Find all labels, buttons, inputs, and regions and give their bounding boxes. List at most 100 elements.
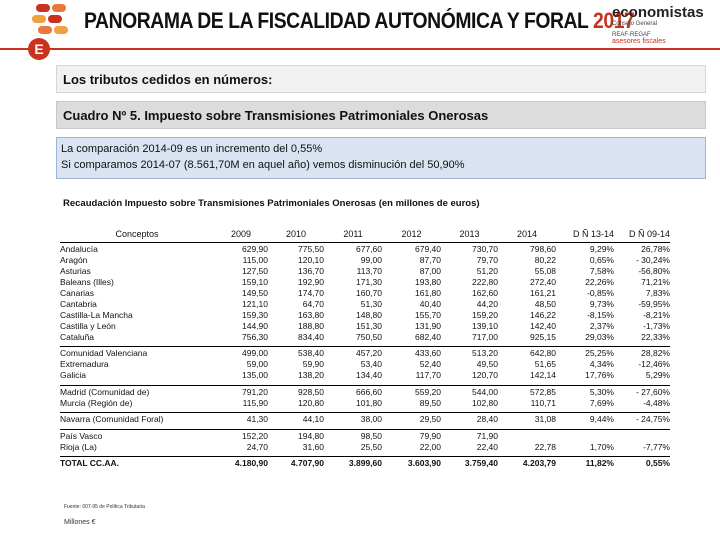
cell-value: 433,60 bbox=[382, 346, 441, 359]
cell-value: 51,20 bbox=[476, 265, 498, 276]
cell-value: 135,00 bbox=[242, 370, 268, 380]
cell-value: 144,90 bbox=[242, 320, 268, 331]
cell-value: 159,30 bbox=[242, 309, 268, 320]
cell-value: 120,10 bbox=[298, 254, 324, 265]
cell-value: -7,77% bbox=[643, 441, 670, 452]
brand-block: economistas Consejo General REAF-REGAF a… bbox=[612, 4, 716, 45]
cell-value: 121,10 bbox=[242, 298, 268, 309]
notes-box: La comparación 2014-09 es un incremento … bbox=[56, 137, 706, 179]
row-label: Aragón bbox=[60, 254, 88, 265]
cell-value: 51,65 bbox=[534, 359, 556, 369]
cell-value: 29,50 bbox=[382, 412, 441, 425]
cell-value: 629,90 bbox=[214, 241, 268, 255]
cell-value: 572,85 bbox=[498, 384, 556, 398]
cell-value: 99,00 bbox=[360, 254, 382, 265]
page-header: PANORAMA DE LA FISCALIDAD AUTONÓMICA Y F… bbox=[0, 0, 720, 48]
section-title: Los tributos cedidos en números: bbox=[63, 72, 273, 87]
cell-value: 89,50 bbox=[419, 397, 441, 408]
cell-value: 677,60 bbox=[324, 241, 382, 255]
cell-value: 52,40 bbox=[419, 359, 441, 369]
note-line-1: La comparación 2014-09 es un incremento … bbox=[61, 143, 323, 155]
cell-value: 24,70 bbox=[246, 441, 268, 452]
cell-value: 194,80 bbox=[268, 428, 324, 442]
cell-value: -1,73% bbox=[643, 320, 670, 331]
cell-value: 87,70 bbox=[419, 254, 441, 265]
cell-value: 98,50 bbox=[324, 428, 382, 442]
cell-value: 28,82% bbox=[614, 346, 670, 359]
cell-value: 7,58% bbox=[589, 265, 614, 276]
cell-value: 7,69% bbox=[589, 397, 614, 408]
cell-value: 29,03% bbox=[585, 331, 614, 342]
brand-sub: Consejo General bbox=[612, 21, 658, 27]
row-label: Castilla-La Mancha bbox=[60, 309, 133, 320]
cell-value: 59,00 bbox=[246, 359, 268, 369]
cell-value: 117,70 bbox=[415, 370, 441, 380]
row-label: Navarra (Comunidad Foral) bbox=[60, 412, 214, 425]
cell-value: 136,70 bbox=[298, 265, 324, 276]
cell-value: 120,70 bbox=[472, 370, 498, 380]
logo-icon bbox=[30, 2, 76, 46]
cell-value: 53,40 bbox=[360, 359, 382, 369]
col-header: 2012 bbox=[401, 229, 422, 240]
cell-value: 162,60 bbox=[472, 287, 498, 298]
cell-value: 756,30 bbox=[242, 331, 268, 342]
cell-value: 457,20 bbox=[324, 346, 382, 359]
cell-value: 155,70 bbox=[415, 309, 441, 320]
table-row: Andalucía 629,90 775,50 677,60 679,40 730,70 7… bbox=[60, 241, 670, 255]
cell-value: 138,20 bbox=[298, 370, 324, 380]
cell-value bbox=[498, 428, 556, 442]
cell-value: 193,80 bbox=[415, 276, 441, 287]
cell-value: 49,50 bbox=[476, 359, 498, 369]
cell-value: 159,10 bbox=[242, 276, 268, 287]
cell-value: 25,25% bbox=[556, 346, 614, 359]
cell-value: 0,55% bbox=[614, 456, 670, 469]
cell-value bbox=[614, 428, 670, 442]
cell-value: -8,15% bbox=[587, 309, 614, 320]
col-header: 2014 bbox=[516, 229, 538, 240]
cell-value: 834,40 bbox=[298, 331, 324, 342]
cell-value: 666,60 bbox=[324, 384, 382, 398]
cell-value: 64,70 bbox=[302, 298, 324, 309]
cell-value: 0,65% bbox=[589, 254, 614, 265]
note-line-2: Si comparamos 2014-07 (8.561,70M en aque… bbox=[61, 159, 465, 171]
cell-value: -56,80% bbox=[638, 265, 670, 276]
table-row: Madrid (Comunidad de) 791,20 928,50 666,60 5… bbox=[60, 384, 670, 398]
cell-value bbox=[556, 428, 614, 442]
cell-value: 188,80 bbox=[298, 320, 324, 331]
row-label: Extremadura bbox=[60, 359, 109, 369]
cell-value: 51,30 bbox=[360, 298, 382, 309]
table-row: Baleans (Illes) 159,10 192,90 171,30 193,80 2… bbox=[60, 277, 670, 288]
cell-value: 9,73% bbox=[589, 298, 614, 309]
cell-value: 22,33% bbox=[641, 331, 670, 342]
cell-value: 791,20 bbox=[214, 384, 268, 398]
cell-value: 5,29% bbox=[645, 370, 670, 380]
cell-value: 544,00 bbox=[441, 384, 498, 398]
row-label: Comunidad Valenciana bbox=[60, 346, 214, 359]
cell-value: 499,00 bbox=[214, 346, 268, 359]
title-year: 2017 bbox=[593, 8, 635, 33]
table-caption-box: Cuadro Nº 5. Impuesto sobre Transmisione… bbox=[56, 101, 706, 129]
cell-value: - 27,60% bbox=[614, 384, 670, 398]
brand-name: economistas bbox=[612, 4, 704, 21]
row-label: TOTAL CC.AA. bbox=[60, 456, 214, 469]
source-note: Fuente: 007-95 de Política Tributaria bbox=[64, 504, 145, 510]
section-title-box: Los tributos cedidos en números: bbox=[56, 65, 706, 93]
row-label: Andalucía bbox=[60, 241, 214, 255]
cell-value: 79,70 bbox=[476, 254, 498, 265]
cell-value: 22,40 bbox=[476, 441, 498, 452]
cell-value: 171,30 bbox=[356, 276, 382, 287]
table-row: Murcia (Región de) 115,90 120,80 101,80 89,5… bbox=[60, 398, 670, 409]
table-row: Comunidad Valenciana 499,00 538,40 457,20 43… bbox=[60, 346, 670, 359]
cell-value: 775,50 bbox=[268, 241, 324, 255]
cell-value: 134,40 bbox=[356, 370, 382, 380]
row-label: Murcia (Región de) bbox=[60, 397, 133, 408]
table-row: Cantabria 121,10 64,70 51,30 40,40 44,20 48,50… bbox=[60, 299, 670, 310]
cell-value: 2,37% bbox=[589, 320, 614, 331]
cell-value: -8,21% bbox=[643, 309, 670, 320]
cell-value: 17,76% bbox=[585, 370, 614, 380]
cell-value: 41,30 bbox=[214, 412, 268, 425]
table-row: Aragón 115,00 120,10 99,00 87,70 79,70 80,22 0,… bbox=[60, 255, 670, 266]
cell-value: 538,40 bbox=[268, 346, 324, 359]
col-header: 2011 bbox=[343, 229, 363, 240]
cell-value: 11,82% bbox=[556, 456, 614, 469]
